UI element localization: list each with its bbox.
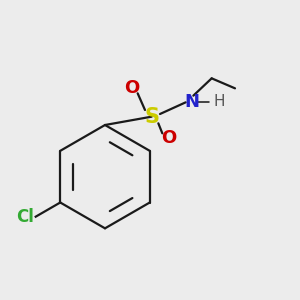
Text: H: H <box>213 94 225 109</box>
Text: S: S <box>144 107 159 127</box>
Text: Cl: Cl <box>16 208 34 226</box>
Text: O: O <box>161 129 176 147</box>
Text: O: O <box>124 79 139 97</box>
Text: N: N <box>184 93 199 111</box>
